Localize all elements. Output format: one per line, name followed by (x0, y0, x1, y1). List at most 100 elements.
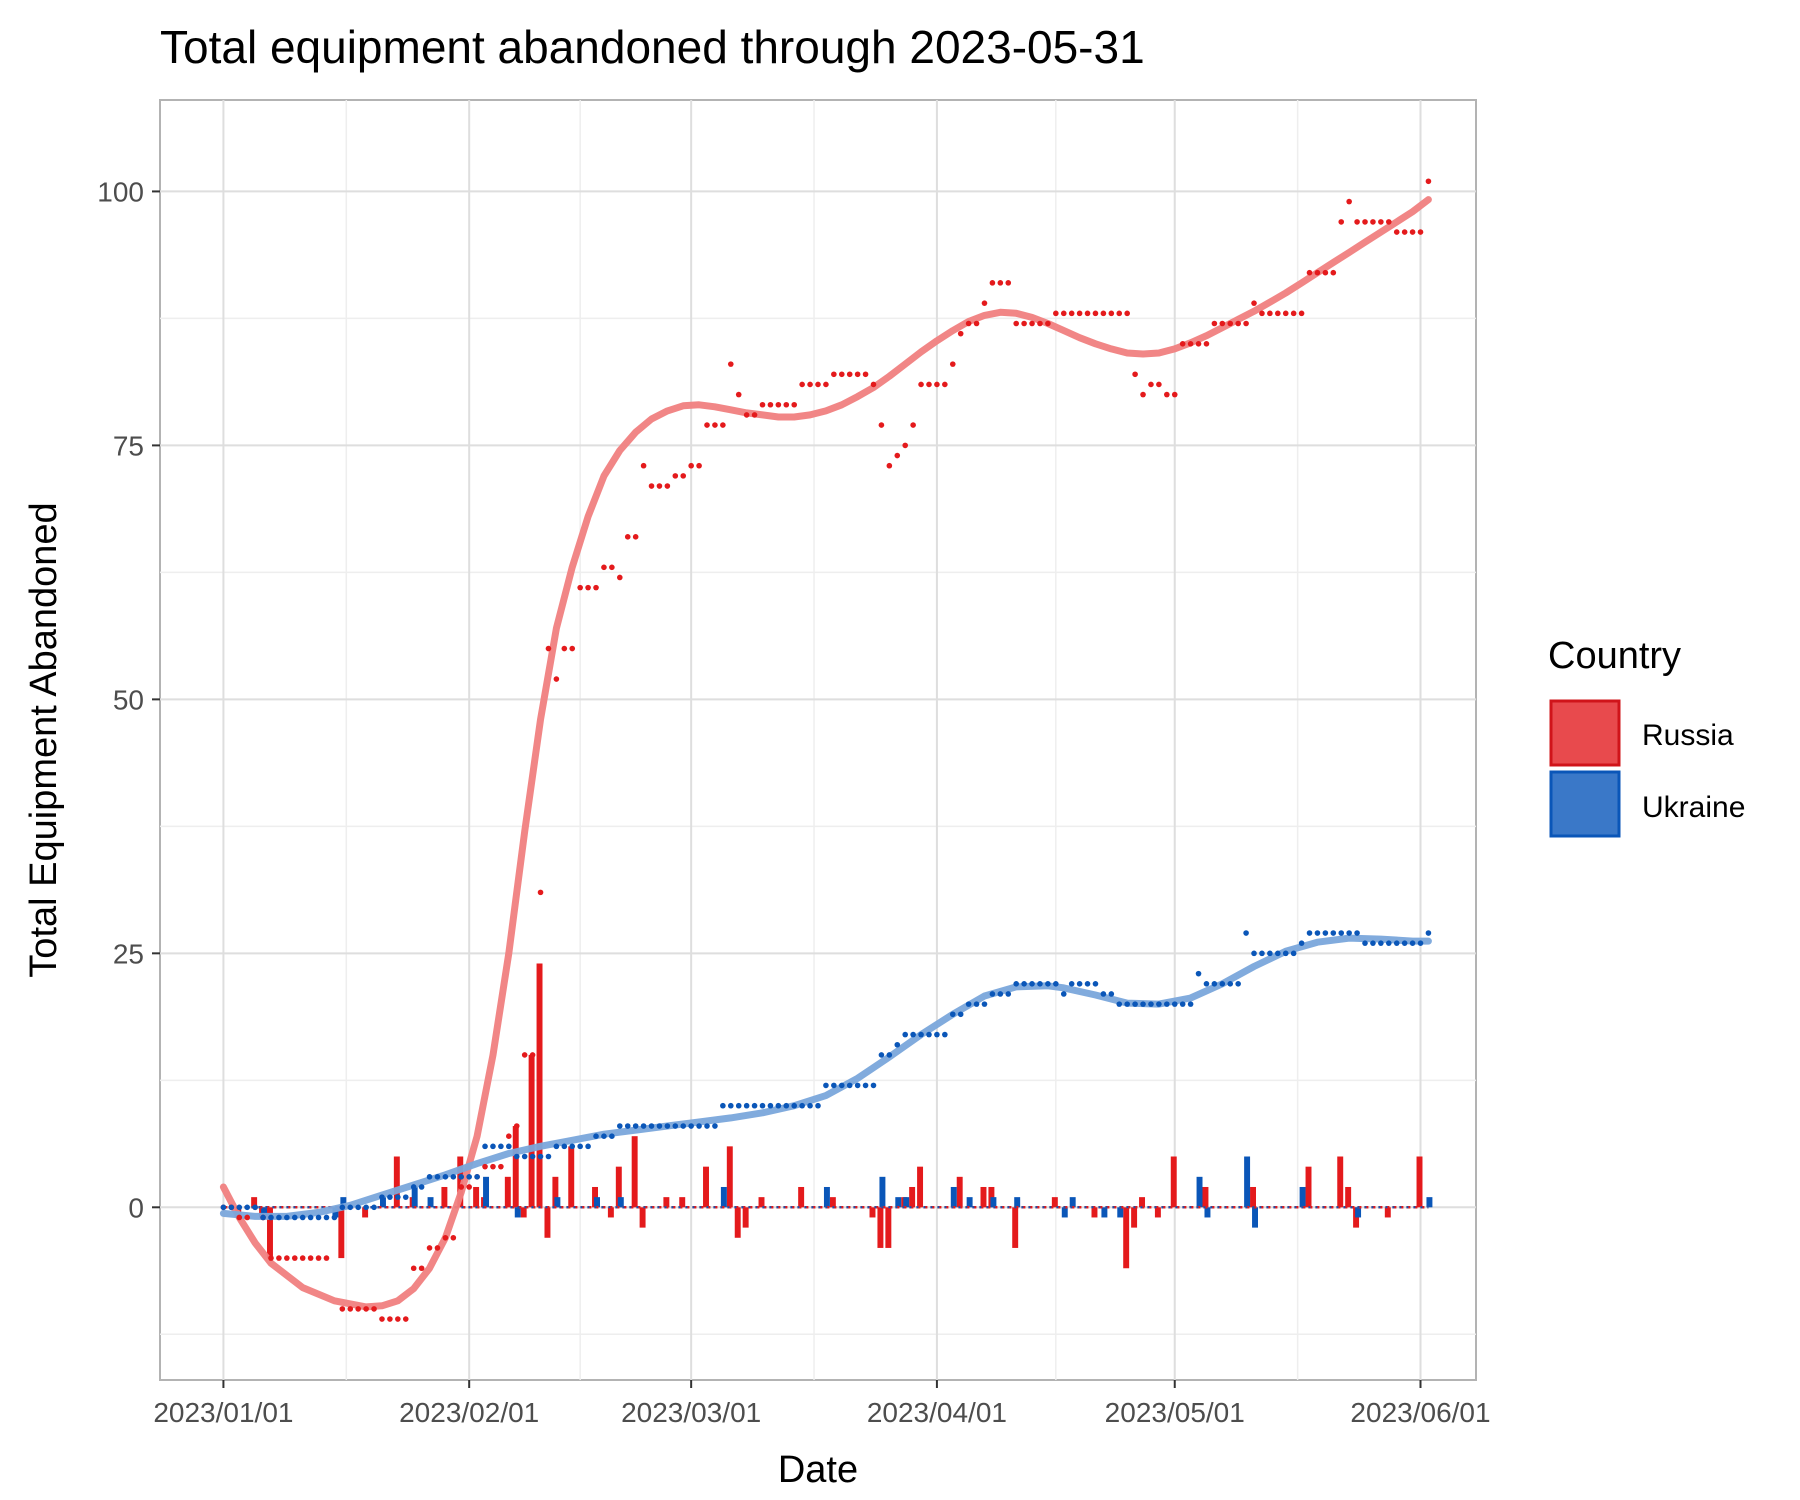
ukraine-point (1005, 991, 1012, 997)
russia-point (458, 1184, 465, 1190)
russia-daily-bar (980, 1186, 987, 1208)
russia-point (577, 584, 583, 591)
legend: Country Russia Ukraine (1548, 635, 1745, 838)
ukraine-point (870, 1082, 877, 1089)
ukraine-daily-bar (823, 1186, 830, 1208)
ukraine-point (284, 1214, 290, 1221)
russia-daily-bar (734, 1207, 741, 1238)
ukraine-point (1425, 930, 1432, 936)
ukraine-point (395, 1194, 401, 1200)
ukraine-point (466, 1174, 472, 1180)
ukraine-point (379, 1194, 385, 1200)
ukraine-point (862, 1082, 869, 1089)
russia-daily-bar (338, 1207, 345, 1259)
ukraine-point (688, 1123, 694, 1129)
russia-point (1401, 229, 1408, 235)
ukraine-point (783, 1102, 790, 1109)
russia-point (648, 483, 655, 489)
ukraine-point (704, 1123, 710, 1129)
x-tick-label: 2023/03/01 (621, 1397, 761, 1428)
russia-point (276, 1255, 282, 1261)
russia-daily-bar (679, 1197, 686, 1208)
russia-daily-bar (607, 1207, 614, 1218)
russia-point (1251, 300, 1257, 306)
russia-point (410, 1265, 417, 1272)
russia-point (1362, 219, 1368, 225)
y-axis-title: Total Equipment Abandoned (23, 502, 65, 977)
ukraine-point (934, 1031, 940, 1038)
x-tick-label: 2023/06/01 (1350, 1397, 1490, 1428)
russia-point (1021, 320, 1027, 327)
ukraine-point (1362, 940, 1368, 946)
russia-daily-bar (1012, 1207, 1019, 1248)
x-axis-ticks: 2023/01/01 2023/02/01 2023/03/01 2023/04/01… (153, 1380, 1491, 1428)
ukraine-point (355, 1204, 361, 1211)
ukraine-daily-bar (514, 1207, 521, 1218)
ukraine-point (1314, 930, 1321, 936)
chart-title: Total equipment abandoned through 2023-0… (160, 21, 1145, 73)
ukraine-point (1235, 981, 1241, 987)
ukraine-point (521, 1153, 528, 1160)
ukraine-point (315, 1214, 322, 1221)
russia-daily-bar (1154, 1207, 1161, 1218)
russia-point (323, 1255, 330, 1261)
ukraine-point (1322, 930, 1329, 936)
russia-daily-bar (726, 1146, 733, 1208)
russia-point (775, 401, 782, 408)
russia-daily-bar (877, 1207, 884, 1248)
legend-label-ukraine: Ukraine (1642, 791, 1745, 824)
ukraine-point (1267, 950, 1273, 957)
russia-point (1013, 320, 1019, 327)
ukraine-point (672, 1123, 679, 1129)
russia-point (1417, 229, 1424, 235)
ukraine-point (220, 1204, 227, 1211)
ukraine-point (1282, 950, 1289, 957)
russia-point (1037, 320, 1043, 327)
ukraine-point (402, 1194, 409, 1200)
ukraine-point (735, 1102, 742, 1109)
russia-point (910, 422, 916, 428)
ukraine-daily-bar (332, 1207, 339, 1218)
ukraine-point (743, 1102, 750, 1109)
russia-point (426, 1245, 433, 1251)
russia-point (815, 381, 821, 388)
ukraine-point (981, 1001, 988, 1007)
russia-daily-bar (1131, 1207, 1138, 1228)
russia-point (727, 361, 734, 367)
x-tick-label: 2023/02/01 (399, 1397, 539, 1428)
daily-bars (235, 963, 1433, 1269)
russia-point (1187, 341, 1194, 347)
ukraine-point (490, 1143, 496, 1150)
ukraine-point (291, 1214, 298, 1221)
ukraine-point (1108, 991, 1115, 997)
ukraine-point (1116, 1001, 1123, 1007)
ukraine-point (751, 1102, 758, 1109)
russia-point (1290, 310, 1297, 317)
russia-point (355, 1306, 361, 1312)
russia-daily-bar (544, 1207, 551, 1238)
russia-point (609, 564, 615, 571)
russia-daily-bar (1091, 1207, 1098, 1218)
ukraine-point (1187, 1001, 1194, 1007)
ukraine-point (553, 1143, 560, 1150)
russia-point (1195, 341, 1202, 347)
russia-point (1282, 310, 1289, 317)
russia-daily-bar (1051, 1197, 1058, 1208)
russia-point (664, 483, 671, 489)
russia-point (244, 1214, 251, 1221)
ukraine-point (949, 1011, 956, 1018)
x-tick-label: 2023/05/01 (1105, 1397, 1245, 1428)
x-tick-label: 2023/04/01 (867, 1397, 1007, 1428)
russia-point (799, 381, 805, 388)
ukraine-point (878, 1052, 885, 1058)
russia-daily-bar (251, 1197, 258, 1208)
russia-point (981, 300, 988, 306)
ukraine-point (1251, 950, 1257, 957)
ukraine-daily-bar (1117, 1207, 1124, 1218)
russia-daily-bar (956, 1176, 963, 1208)
russia-daily-bar (1202, 1186, 1209, 1208)
russia-daily-bar (520, 1207, 527, 1218)
russia-point (640, 462, 647, 469)
ukraine-point (1290, 950, 1297, 957)
russia-point (284, 1255, 290, 1261)
